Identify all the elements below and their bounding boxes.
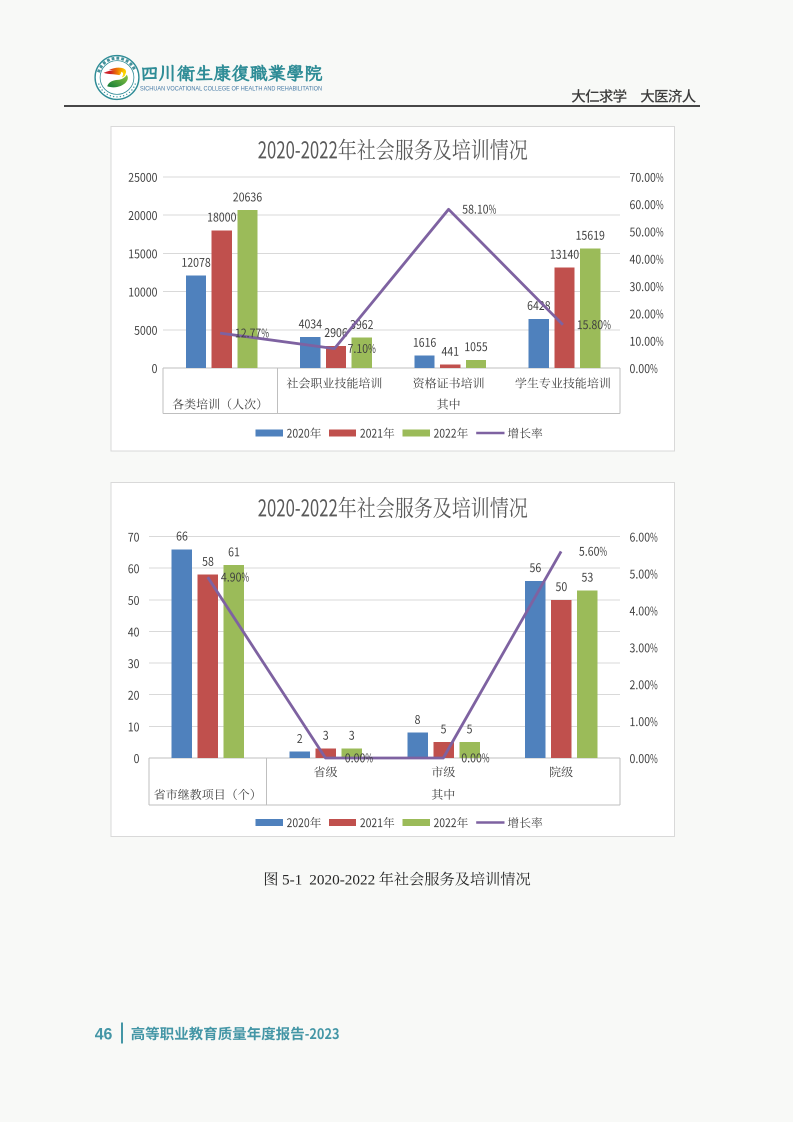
svg-text:2020-2022: 2020-2022 bbox=[309, 872, 375, 889]
svg-text:5-1: 5-1 bbox=[282, 872, 302, 889]
svg-text:46: 46 bbox=[95, 1025, 113, 1044]
svg-text:SICHUAN VOCATIONAL COLLEGE OF: SICHUAN VOCATIONAL COLLEGE OF HEALTH AND… bbox=[140, 86, 322, 93]
